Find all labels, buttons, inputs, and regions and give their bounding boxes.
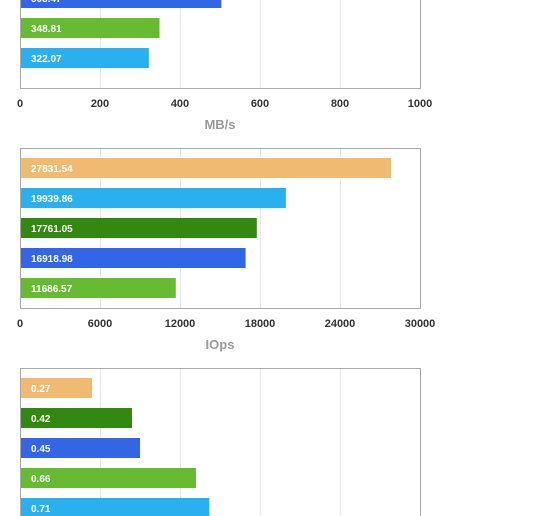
- bar-value-label: 16918.98: [31, 254, 73, 265]
- bar: [21, 48, 149, 68]
- chart-2: 27831.54 19939.86 17761.05 16918.98 11686.57…: [17, 148, 436, 352]
- bar: [21, 158, 392, 178]
- bar-value-label: 0.45: [31, 444, 51, 455]
- bar: [21, 438, 140, 458]
- bar-value-label: 503.47: [31, 0, 62, 5]
- bar-value-label: 0.71: [31, 504, 51, 515]
- bar-value-label: 17761.05: [31, 224, 73, 235]
- x-tick-label: 24000: [325, 318, 356, 330]
- bar-value-label: 0.27: [31, 384, 51, 395]
- chart-3: 0.27 0.42 0.45 0.66 0.71: [20, 368, 421, 516]
- x-tick-label: 400: [171, 98, 189, 110]
- x-tick-label: 200: [91, 98, 109, 110]
- bar-value-label: 11686.57: [31, 284, 73, 295]
- x-tick-label: 0: [17, 98, 23, 110]
- x-tick-label: 800: [331, 98, 349, 110]
- x-tick-label: 6000: [88, 318, 112, 330]
- x-tick-label: 30000: [405, 318, 436, 330]
- x-tick-label: 600: [251, 98, 269, 110]
- chart-1: 503.47 348.81 322.07 0 200 400 600 800 1000 MB/s: [17, 0, 432, 132]
- x-axis-title: MB/s: [204, 117, 235, 132]
- bar: [21, 248, 246, 268]
- plot-area: [20, 0, 421, 89]
- x-tick-label: 1000: [408, 98, 432, 110]
- bar: [21, 278, 176, 298]
- bar: [21, 468, 196, 488]
- bar-value-label: 19939.86: [31, 194, 73, 205]
- bar-value-label: 322.07: [31, 54, 62, 65]
- bar: [21, 408, 132, 428]
- x-tick-label: 12000: [165, 318, 196, 330]
- bar: [21, 188, 286, 208]
- bar: [21, 378, 92, 398]
- bar: [21, 18, 160, 38]
- bar-value-label: 348.81: [31, 24, 62, 35]
- bar-value-label: 0.66: [31, 474, 51, 485]
- bar: [21, 218, 257, 238]
- bar-value-label: 0.42: [31, 414, 51, 425]
- bar: [21, 498, 210, 516]
- bar-value-label: 27831.54: [31, 164, 73, 175]
- bar: [21, 0, 222, 8]
- x-tick-label: 0: [17, 318, 23, 330]
- x-tick-label: 18000: [245, 318, 276, 330]
- x-axis-title: IOps: [206, 337, 235, 352]
